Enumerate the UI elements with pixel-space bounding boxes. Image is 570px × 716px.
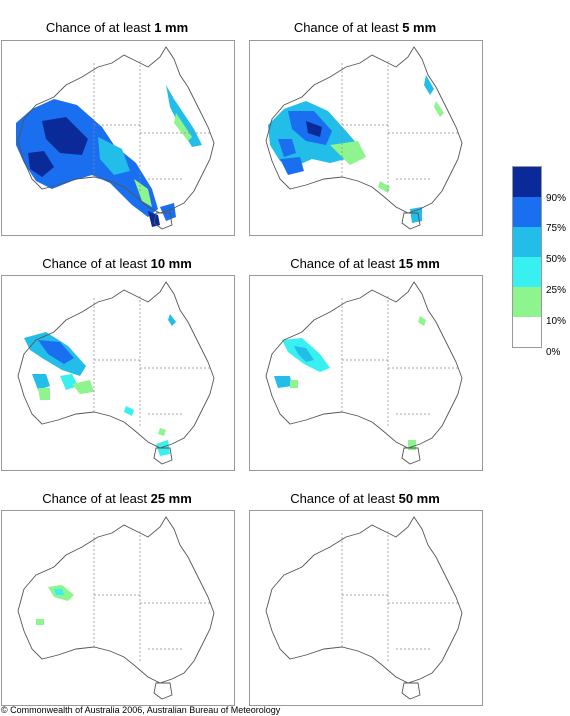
tasmania-outline (153, 447, 173, 465)
australia-map-10mm (17, 281, 215, 465)
panel-title-5mm: Chance of at least 5 mm (293, 20, 437, 35)
legend-label-10: 10% (546, 316, 567, 327)
tasmania-outline (401, 447, 421, 465)
rain-shading-5mm (268, 75, 444, 223)
legend-label-0: 0% (546, 347, 561, 358)
australia-outline (17, 46, 215, 214)
australia-outline (265, 516, 463, 684)
legend-label-25: 25% (546, 285, 567, 296)
map-panel-5mm (249, 40, 483, 236)
state-borders (341, 531, 458, 661)
legend-label-50: 50% (546, 254, 567, 265)
tasmania-outline (401, 682, 421, 700)
rain-shading-10mm (24, 314, 176, 456)
australia-map-15mm (265, 281, 463, 465)
map-panel-15mm (249, 275, 483, 471)
map-panel-25mm (1, 510, 235, 706)
panel-title-1mm: Chance of at least 1 mm (45, 20, 189, 35)
legend-label-90: 90% (546, 193, 567, 204)
australia-map-5mm (265, 46, 463, 230)
australia-map-25mm (17, 516, 215, 700)
legend-swatch-25-50 (512, 257, 542, 287)
legend-swatch-10-25 (512, 287, 542, 317)
state-borders (93, 531, 210, 661)
panel-title-50mm: Chance of at least 50 mm (290, 491, 440, 506)
australia-map-50mm (265, 516, 463, 700)
australia-outline (265, 46, 463, 214)
rain-shading-25mm (36, 585, 74, 625)
legend-label-75: 75% (546, 223, 567, 234)
map-panel-10mm (1, 275, 235, 471)
tasmania-outline (153, 212, 173, 230)
copyright-notice: © Commonwealth of Australia 2006, Austra… (1, 705, 281, 715)
panel-title-25mm: Chance of at least 25 mm (42, 491, 192, 506)
australia-outline (265, 281, 463, 449)
state-borders (341, 61, 458, 191)
state-borders (93, 296, 210, 426)
legend-swatch-50-75 (512, 227, 542, 257)
state-borders (341, 296, 458, 426)
tasmania-outline (153, 682, 173, 700)
map-panel-1mm (1, 40, 235, 236)
australia-outline (17, 516, 215, 684)
panel-title-10mm: Chance of at least 10 mm (42, 256, 192, 271)
map-panel-50mm (249, 510, 483, 706)
rain-shading-1mm (16, 85, 202, 227)
rain-shading-15mm (274, 316, 426, 450)
tasmania-outline (401, 212, 421, 230)
australia-map-1mm (16, 46, 215, 230)
probability-legend (512, 166, 542, 348)
australia-outline (17, 281, 215, 449)
legend-swatch-90-100 (512, 166, 542, 197)
legend-swatch-0-10 (512, 317, 542, 348)
state-borders (93, 61, 210, 191)
legend-swatch-75-90 (512, 197, 542, 227)
panel-title-15mm: Chance of at least 15 mm (290, 256, 440, 271)
